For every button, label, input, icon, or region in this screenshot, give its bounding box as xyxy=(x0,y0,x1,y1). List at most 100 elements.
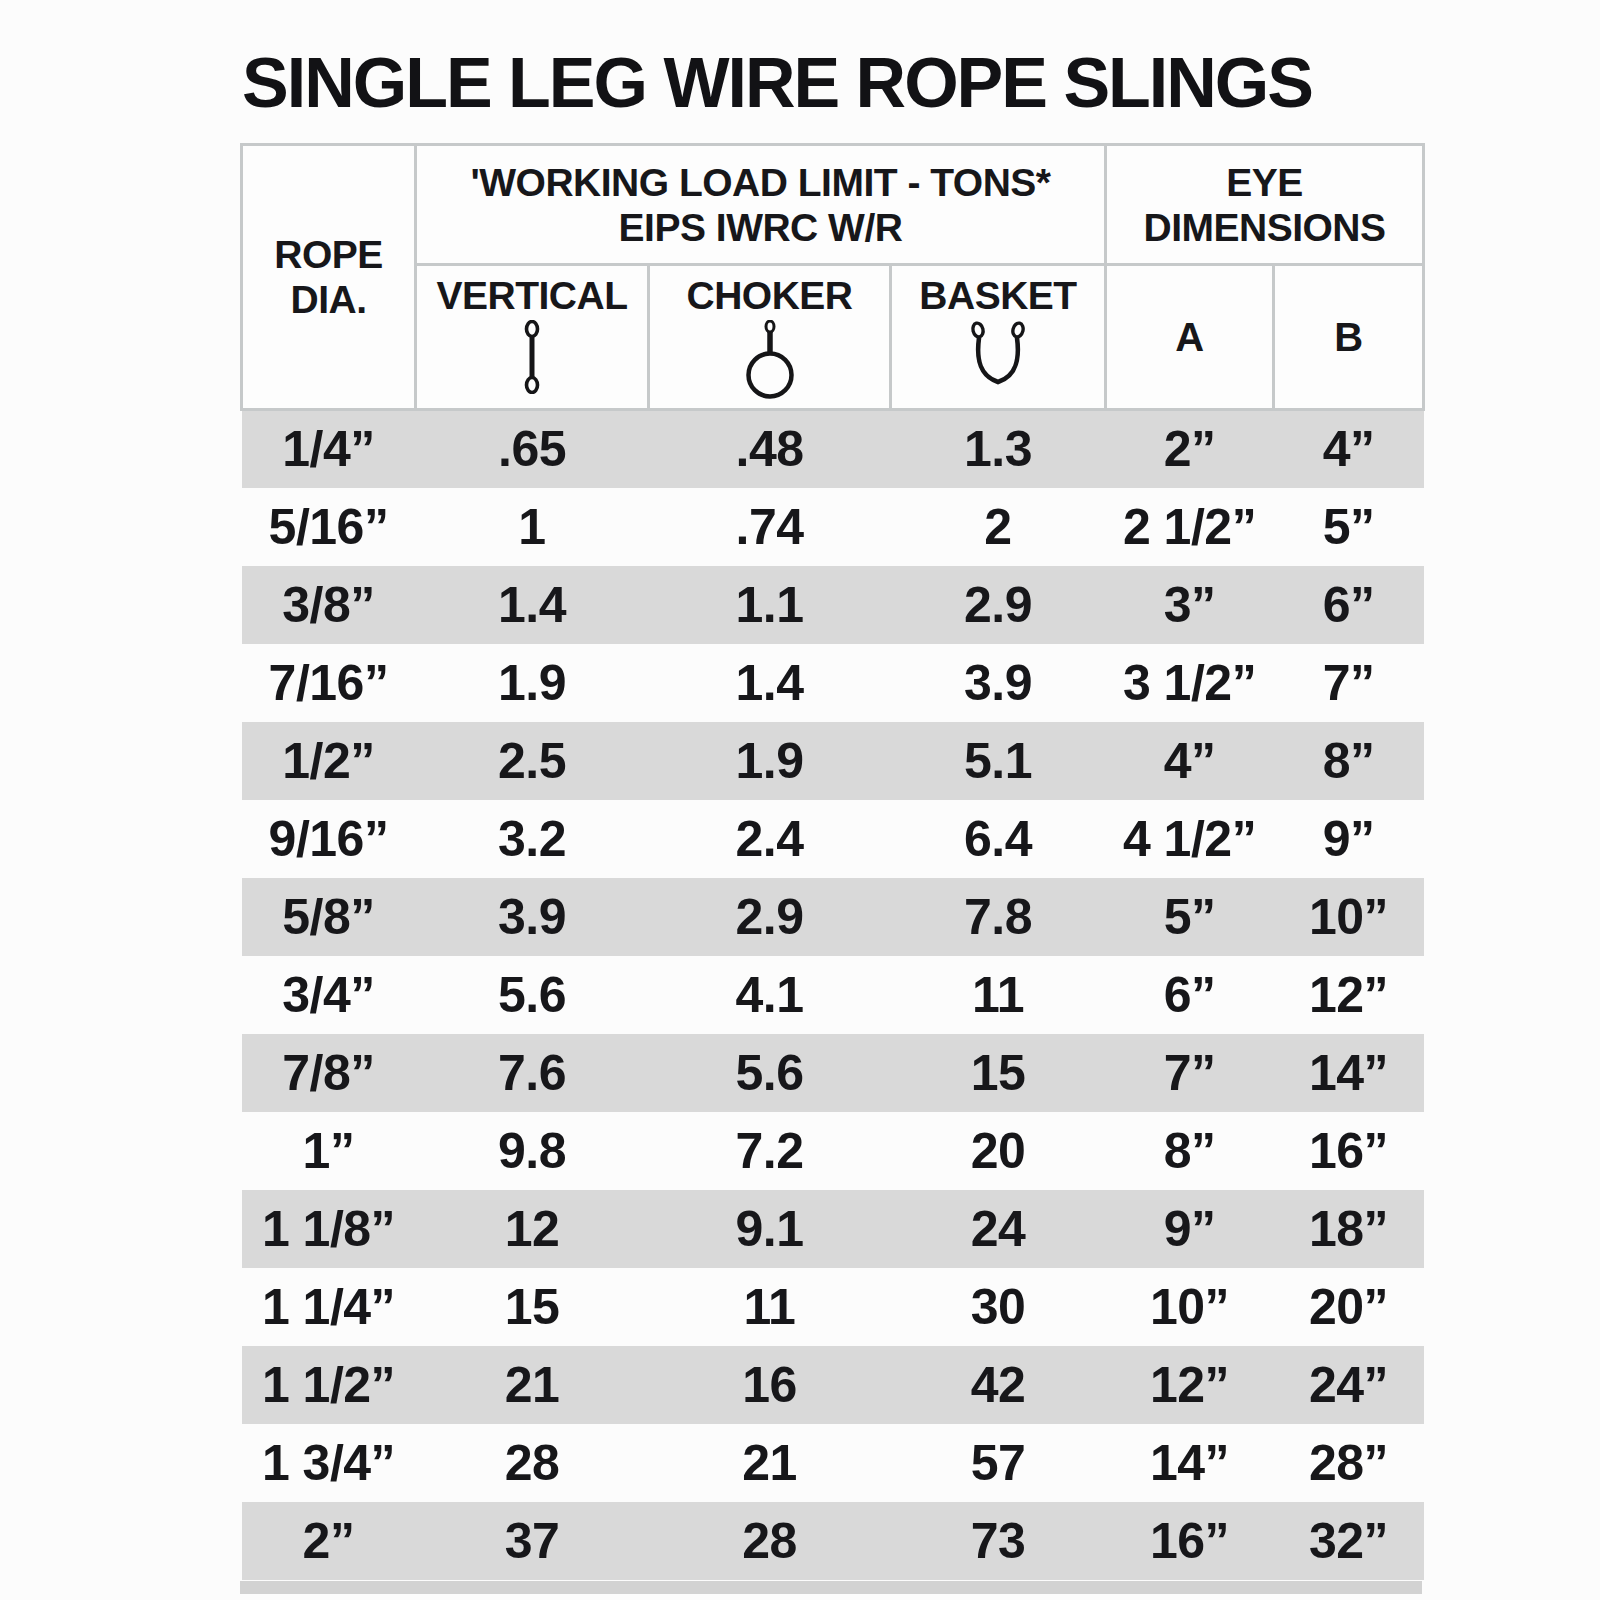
cell-basket: 1.3 xyxy=(891,410,1106,488)
cell-eye_b: 28” xyxy=(1274,1424,1424,1502)
vertical-sling-icon xyxy=(417,320,647,394)
cell-eye_b: 32” xyxy=(1274,1502,1424,1580)
cell-choker: 2.9 xyxy=(649,878,891,956)
cell-eye_a: 10” xyxy=(1106,1268,1274,1346)
cell-choker: 1.4 xyxy=(649,644,891,722)
cell-choker: 21 xyxy=(649,1424,891,1502)
cell-choker: 9.1 xyxy=(649,1190,891,1268)
cell-vertical: 37 xyxy=(416,1502,649,1580)
cell-rope_dia: 5/16” xyxy=(242,488,416,566)
cell-vertical: 1 xyxy=(416,488,649,566)
cell-rope_dia: 1 1/2” xyxy=(242,1346,416,1424)
cell-eye_a: 9” xyxy=(1106,1190,1274,1268)
cell-eye_a: 3” xyxy=(1106,566,1274,644)
cell-choker: .48 xyxy=(649,410,891,488)
cell-eye_a: 2” xyxy=(1106,410,1274,488)
cell-eye_b: 10” xyxy=(1274,878,1424,956)
wll-label-line1: 'WORKING LOAD LIMIT - TONS* xyxy=(417,160,1104,205)
cell-vertical: 28 xyxy=(416,1424,649,1502)
choker-label: CHOKER xyxy=(650,273,889,318)
cell-basket: 2 xyxy=(891,488,1106,566)
cell-rope_dia: 1 3/4” xyxy=(242,1424,416,1502)
cell-basket: 2.9 xyxy=(891,566,1106,644)
scanned-spec-sheet: SINGLE LEG WIRE ROPE SLINGS ROPE DIA. 'W… xyxy=(0,0,1600,1600)
table-bottom-strip xyxy=(240,1581,1422,1594)
cell-choker: 7.2 xyxy=(649,1112,891,1190)
page-title: SINGLE LEG WIRE ROPE SLINGS xyxy=(242,48,1312,118)
column-header-eye-b: B xyxy=(1274,265,1424,410)
column-group-eye-dimensions: EYE DIMENSIONS xyxy=(1106,145,1424,265)
cell-eye_a: 8” xyxy=(1106,1112,1274,1190)
cell-eye_a: 6” xyxy=(1106,956,1274,1034)
cell-choker: 16 xyxy=(649,1346,891,1424)
column-header-eye-a: A xyxy=(1106,265,1274,410)
cell-rope_dia: 7/16” xyxy=(242,644,416,722)
cell-eye_b: 14” xyxy=(1274,1034,1424,1112)
cell-eye_a: 3 1/2” xyxy=(1106,644,1274,722)
cell-eye_b: 6” xyxy=(1274,566,1424,644)
cell-choker: 2.4 xyxy=(649,800,891,878)
cell-basket: 30 xyxy=(891,1268,1106,1346)
table-body: 1/4”.65.481.32”4”5/16”1.7422 1/2”5”3/8”1… xyxy=(242,410,1424,1580)
cell-basket: 11 xyxy=(891,956,1106,1034)
cell-choker: 28 xyxy=(649,1502,891,1580)
cell-basket: 24 xyxy=(891,1190,1106,1268)
cell-rope_dia: 1 1/4” xyxy=(242,1268,416,1346)
cell-basket: 6.4 xyxy=(891,800,1106,878)
eye-dimensions-label-line1: EYE xyxy=(1107,160,1422,205)
cell-choker: 11 xyxy=(649,1268,891,1346)
cell-eye_b: 12” xyxy=(1274,956,1424,1034)
cell-choker: 4.1 xyxy=(649,956,891,1034)
column-header-vertical: VERTICAL xyxy=(416,265,649,410)
cell-vertical: 5.6 xyxy=(416,956,649,1034)
cell-rope_dia: 1/4” xyxy=(242,410,416,488)
wll-label-line2: EIPS IWRC W/R xyxy=(417,205,1104,250)
choker-sling-icon xyxy=(650,320,889,400)
table-row: 3/8”1.41.12.93”6” xyxy=(242,566,1424,644)
table-row: 5/8”3.92.97.85”10” xyxy=(242,878,1424,956)
rope-dia-label-line1: ROPE xyxy=(243,232,414,277)
cell-eye_a: 12” xyxy=(1106,1346,1274,1424)
cell-basket: 15 xyxy=(891,1034,1106,1112)
table-row: 5/16”1.7422 1/2”5” xyxy=(242,488,1424,566)
cell-choker: 1.1 xyxy=(649,566,891,644)
cell-choker: 5.6 xyxy=(649,1034,891,1112)
cell-vertical: 2.5 xyxy=(416,722,649,800)
cell-basket: 5.1 xyxy=(891,722,1106,800)
cell-choker: 1.9 xyxy=(649,722,891,800)
cell-eye_b: 7” xyxy=(1274,644,1424,722)
cell-vertical: 15 xyxy=(416,1268,649,1346)
column-header-choker: CHOKER xyxy=(649,265,891,410)
table-row: 7/16”1.91.43.93 1/2”7” xyxy=(242,644,1424,722)
eye-dimensions-label-line2: DIMENSIONS xyxy=(1107,205,1422,250)
table-row: 9/16”3.22.46.44 1/2”9” xyxy=(242,800,1424,878)
cell-eye_a: 2 1/2” xyxy=(1106,488,1274,566)
cell-eye_b: 5” xyxy=(1274,488,1424,566)
vertical-label: VERTICAL xyxy=(417,273,647,318)
table-row: 1/4”.65.481.32”4” xyxy=(242,410,1424,488)
cell-basket: 42 xyxy=(891,1346,1106,1424)
basket-label: BASKET xyxy=(892,273,1104,318)
cell-rope_dia: 9/16” xyxy=(242,800,416,878)
cell-eye_a: 4” xyxy=(1106,722,1274,800)
table-row: 7/8”7.65.6157”14” xyxy=(242,1034,1424,1112)
cell-vertical: 9.8 xyxy=(416,1112,649,1190)
column-header-basket: BASKET xyxy=(891,265,1106,410)
cell-basket: 7.8 xyxy=(891,878,1106,956)
cell-eye_a: 5” xyxy=(1106,878,1274,956)
cell-rope_dia: 7/8” xyxy=(242,1034,416,1112)
cell-vertical: .65 xyxy=(416,410,649,488)
column-header-rope-dia: ROPE DIA. xyxy=(242,145,416,410)
table-header: ROPE DIA. 'WORKING LOAD LIMIT - TONS* EI… xyxy=(242,145,1424,410)
table-row: 1/2”2.51.95.14”8” xyxy=(242,722,1424,800)
cell-basket: 3.9 xyxy=(891,644,1106,722)
cell-eye_b: 4” xyxy=(1274,410,1424,488)
cell-basket: 20 xyxy=(891,1112,1106,1190)
cell-rope_dia: 1 1/8” xyxy=(242,1190,416,1268)
cell-vertical: 12 xyxy=(416,1190,649,1268)
eye-a-label: A xyxy=(1107,315,1272,360)
cell-eye_a: 16” xyxy=(1106,1502,1274,1580)
cell-vertical: 3.2 xyxy=(416,800,649,878)
cell-eye_b: 18” xyxy=(1274,1190,1424,1268)
table-row: 2”37287316”32” xyxy=(242,1502,1424,1580)
